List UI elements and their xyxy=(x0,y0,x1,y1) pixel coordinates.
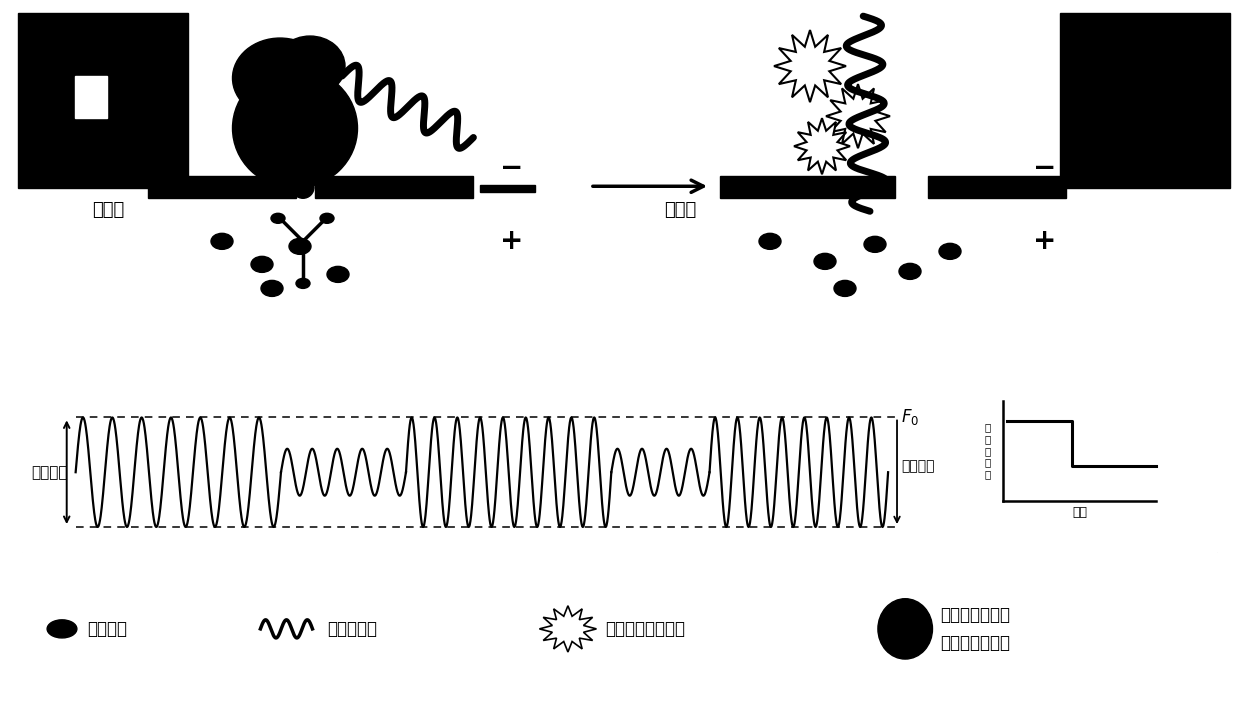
Text: −: − xyxy=(1033,154,1056,182)
Ellipse shape xyxy=(260,280,283,296)
Text: $F_0$: $F_0$ xyxy=(901,407,920,427)
Polygon shape xyxy=(774,30,846,102)
Bar xyxy=(315,176,472,198)
Text: 荧
光
光
子
数: 荧 光 光 子 数 xyxy=(985,422,991,479)
Bar xyxy=(74,76,107,118)
Bar xyxy=(1060,186,1065,192)
Text: 结合指示离子后: 结合指示离子后 xyxy=(940,606,1009,624)
Text: +: + xyxy=(1033,228,1056,255)
Ellipse shape xyxy=(327,267,348,282)
Bar xyxy=(148,176,296,198)
Ellipse shape xyxy=(864,236,887,252)
Ellipse shape xyxy=(233,38,327,118)
Text: 时间: 时间 xyxy=(1073,506,1087,519)
Ellipse shape xyxy=(899,263,921,279)
Ellipse shape xyxy=(835,280,856,296)
Text: 荧光振幅: 荧光振幅 xyxy=(31,465,67,480)
Text: 未发光的荧光探针: 未发光的荧光探针 xyxy=(605,620,686,638)
Bar xyxy=(19,13,188,188)
Text: 纳米孔: 纳米孔 xyxy=(663,201,696,219)
Polygon shape xyxy=(826,84,890,148)
Text: 发光的荧光探针: 发光的荧光探针 xyxy=(940,634,1009,652)
Bar xyxy=(480,186,534,192)
Ellipse shape xyxy=(211,233,233,250)
FancyBboxPatch shape xyxy=(20,550,1220,707)
Ellipse shape xyxy=(320,213,334,223)
Text: 指示离子: 指示离子 xyxy=(87,620,126,638)
Bar xyxy=(1060,13,1230,188)
Ellipse shape xyxy=(296,279,310,289)
Ellipse shape xyxy=(250,257,273,272)
Text: +: + xyxy=(500,228,523,255)
Bar xyxy=(928,176,1066,198)
Ellipse shape xyxy=(275,36,345,96)
Text: −: − xyxy=(501,154,523,182)
Ellipse shape xyxy=(813,253,836,269)
Text: 纳米孔: 纳米孔 xyxy=(92,201,124,219)
Text: 分析物分子: 分析物分子 xyxy=(327,620,377,638)
Ellipse shape xyxy=(939,243,961,260)
Ellipse shape xyxy=(759,233,781,250)
Text: 信号幅度: 信号幅度 xyxy=(901,459,935,473)
Bar xyxy=(720,176,895,198)
Ellipse shape xyxy=(878,599,932,659)
Ellipse shape xyxy=(272,213,285,223)
Ellipse shape xyxy=(233,68,357,188)
Circle shape xyxy=(291,176,314,198)
Polygon shape xyxy=(539,606,596,652)
Ellipse shape xyxy=(289,238,311,255)
Ellipse shape xyxy=(47,620,77,638)
Polygon shape xyxy=(794,118,849,174)
